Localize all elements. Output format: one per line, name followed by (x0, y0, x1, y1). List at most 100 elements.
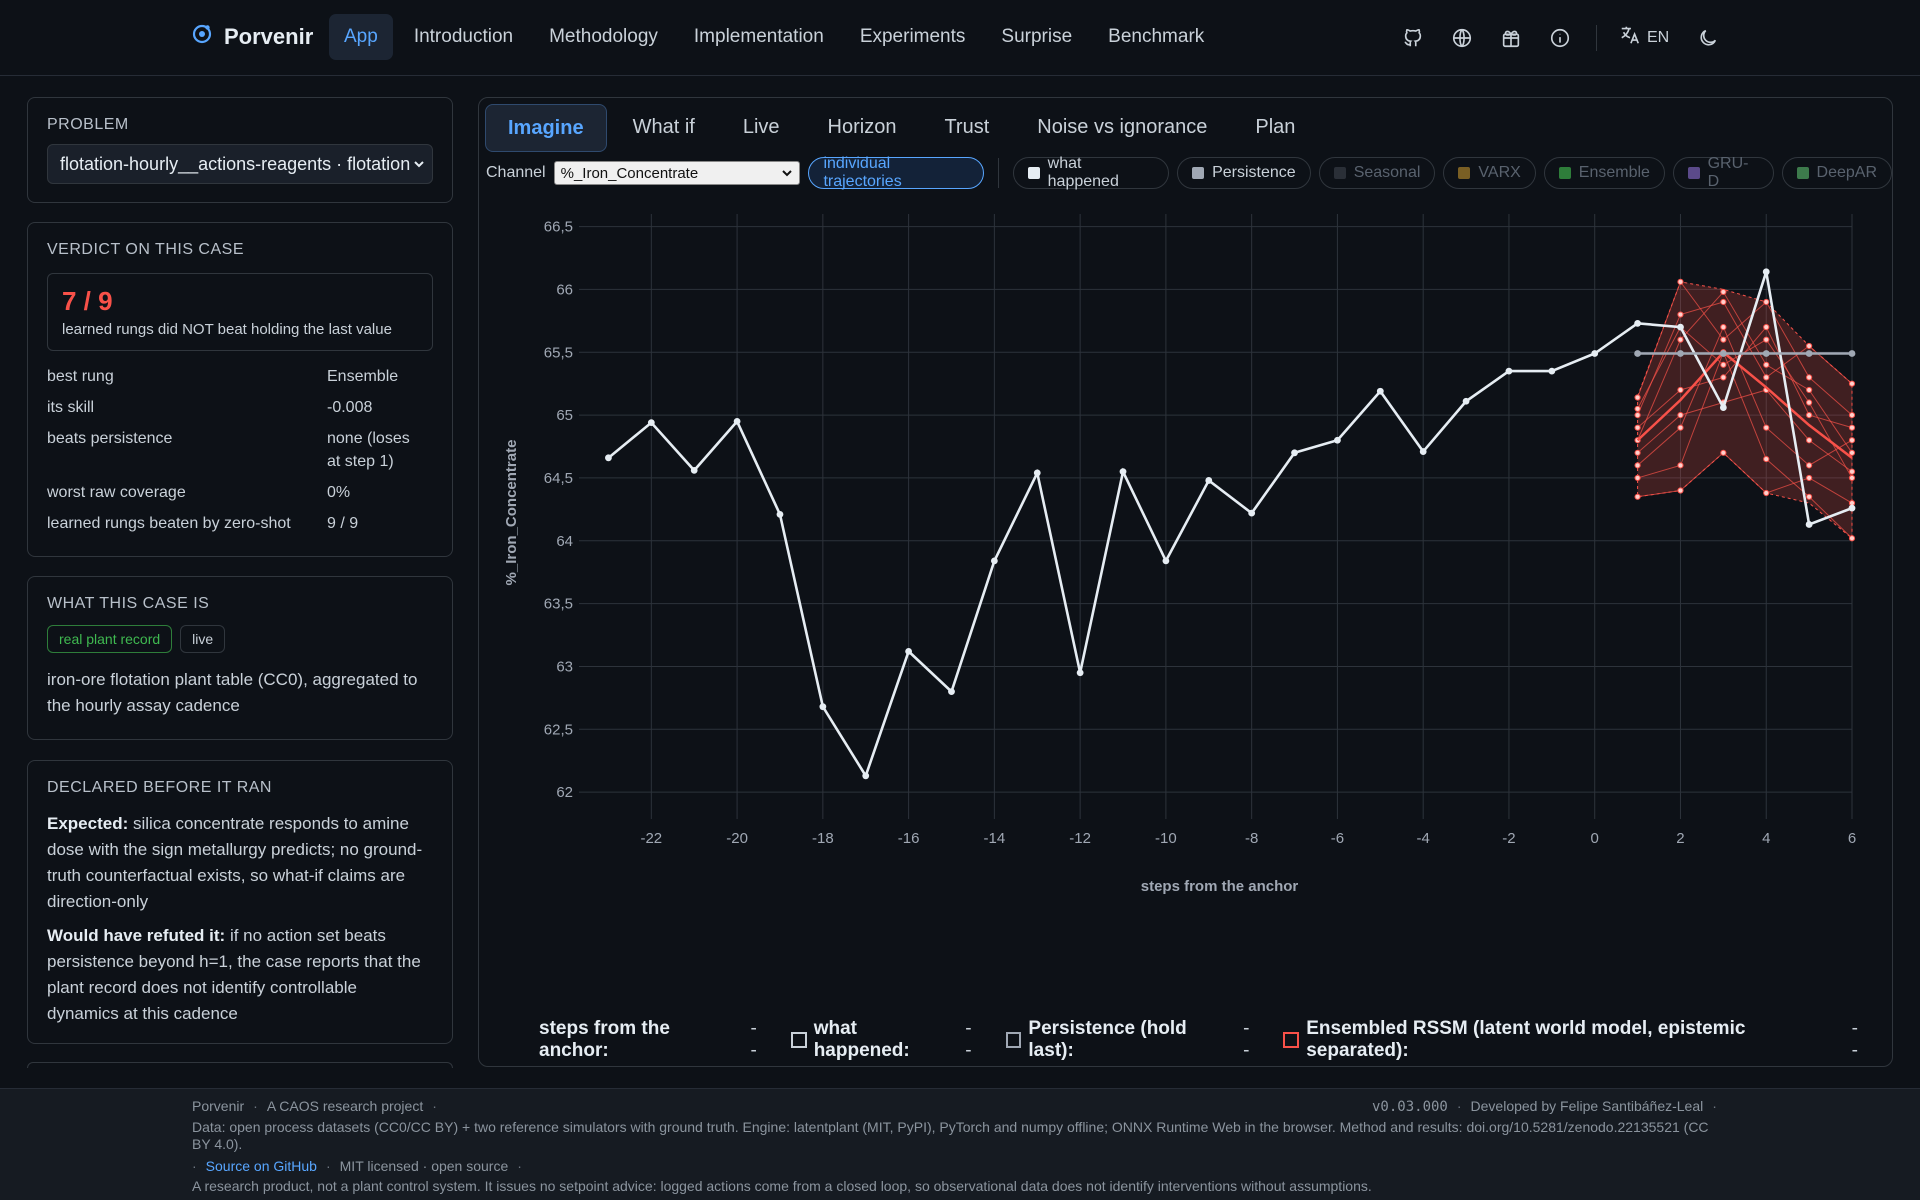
trajectory-point (1720, 288, 1727, 296)
tab-bar: Imagine What if Live Horizon Trust Noise… (485, 104, 1317, 152)
trajectory-point (1720, 374, 1727, 381)
language-label: EN (1647, 28, 1670, 46)
what-happened-point (1033, 469, 1041, 477)
tab-live[interactable]: Live (742, 116, 780, 138)
what-happened-point (1119, 468, 1127, 476)
trajectory-point (1677, 462, 1684, 469)
gift-icon[interactable] (1498, 25, 1524, 51)
stat-key: learned rungs beaten by zero-shot (47, 515, 291, 532)
legend-swatch (1027, 167, 1040, 179)
toggle-ensemble[interactable]: Ensemble (1543, 157, 1665, 189)
trajectory-point (1634, 449, 1641, 456)
x-tick-label: -14 (984, 830, 1006, 847)
what-happened-point (1677, 323, 1684, 331)
what-happened-point (647, 419, 655, 427)
readout-value: -- (1851, 1018, 1858, 1061)
toggle-seasonal[interactable]: Seasonal (1318, 157, 1436, 189)
tab-what-if[interactable]: What if (632, 116, 695, 138)
problem-heading: PROBLEM (47, 116, 129, 133)
toggle-deepar[interactable]: DeepAR (1781, 157, 1893, 189)
nav-introduction[interactable]: Introduction (413, 26, 514, 47)
x-tick-label: -4 (1417, 830, 1430, 847)
brand-name: Porvenir (224, 23, 314, 49)
declared-expected: Expected: silica concentrate responds to… (47, 811, 433, 915)
brand[interactable]: Porvenir (190, 22, 313, 51)
footer-version: v0.03.000 (1372, 1099, 1448, 1115)
tab-plan[interactable]: Plan (1255, 116, 1296, 138)
toggle-varx[interactable]: VARX (1443, 157, 1536, 189)
github-icon[interactable] (1400, 25, 1426, 51)
what-happened-point (948, 688, 955, 695)
trajectory-point (1720, 449, 1727, 456)
tab-horizon[interactable]: Horizon (827, 116, 897, 138)
channel-select[interactable]: %_Iron_Concentrate (553, 161, 801, 185)
nav-app[interactable]: App (329, 14, 393, 60)
problem-select[interactable]: flotation-hourly__actions-reagents · flo… (47, 144, 433, 184)
problem-card: PROBLEM flotation-hourly__actions-reagen… (27, 97, 453, 203)
x-tick-label: -12 (1069, 830, 1091, 847)
stat-key: worst raw coverage (47, 484, 186, 501)
verdict-summary: 7 / 9 learned rungs did NOT beat holding… (47, 273, 433, 351)
tab-imagine[interactable]: Imagine (485, 104, 607, 152)
trajectory-point (1677, 411, 1684, 419)
what-happened-point (1548, 367, 1556, 375)
trajectory-point (1720, 298, 1727, 306)
what-happened-point (1076, 669, 1084, 677)
case-card: WHAT THIS CASE IS real plant record live… (27, 576, 453, 740)
chevron-down-icon (781, 165, 793, 182)
trajectory-point (1763, 455, 1770, 463)
tab-noise-vs-ignorance[interactable]: Noise vs ignorance (1037, 116, 1208, 138)
y-tick-label: 62,5 (544, 721, 573, 738)
readout-swatch-persistence (1005, 1032, 1022, 1048)
legend-swatch (1796, 167, 1809, 179)
trajectory-point (1806, 474, 1813, 482)
individual-trajectories-toggle[interactable]: individual trajectories (808, 155, 985, 190)
trajectory-point (1848, 380, 1856, 387)
language-switch[interactable]: EN (1619, 24, 1669, 51)
readout-label: what happened: (813, 1018, 910, 1061)
x-tick-label: 4 (1762, 830, 1770, 847)
moon-icon[interactable] (1695, 25, 1721, 51)
trajectory-point (1763, 336, 1770, 343)
legend-swatch (1687, 167, 1700, 179)
nav-methodology[interactable]: Methodology (549, 26, 658, 47)
y-tick-label: 64 (556, 533, 573, 550)
refuted-text: if no action set beats persistence beyon… (47, 926, 421, 1023)
persistence-point (1677, 350, 1684, 357)
tab-trust[interactable]: Trust (944, 116, 990, 138)
what-happened-point (1248, 509, 1256, 517)
footer-license: MIT licensed · open source (339, 1158, 509, 1174)
y-tick-label: 64,5 (544, 470, 573, 487)
trajectory-point (1806, 493, 1813, 500)
trajectory-point (1677, 386, 1684, 394)
footer-brand: Porvenir (192, 1098, 245, 1114)
nav-implementation[interactable]: Implementation (693, 26, 824, 47)
trajectory-point (1806, 386, 1813, 394)
x-tick-label: 6 (1848, 830, 1856, 847)
nav-surprise[interactable]: Surprise (1001, 26, 1073, 47)
info-icon[interactable] (1547, 25, 1573, 51)
nav-experiments[interactable]: Experiments (859, 26, 966, 47)
badge-live: live (180, 625, 226, 653)
source-on-github-link[interactable]: Source on GitHub (205, 1158, 317, 1174)
ensemble-trajectory (1637, 291, 1853, 454)
toggle-gru-d[interactable]: GRU-D (1672, 155, 1774, 190)
trajectory-point (1806, 399, 1813, 406)
toggle-persistence[interactable]: Persistence (1177, 157, 1311, 189)
readout-swatch-what-happened (790, 1032, 807, 1048)
legend-swatch (1458, 167, 1471, 179)
globe-icon[interactable] (1449, 25, 1475, 51)
what-happened-point (1376, 387, 1384, 395)
case-heading: WHAT THIS CASE IS (47, 595, 210, 612)
stat-key: best rung (47, 368, 114, 385)
badge-real-plant-record: real plant record (47, 625, 173, 653)
footer-project: A CAOS research project (266, 1098, 424, 1114)
nav-benchmark[interactable]: Benchmark (1108, 26, 1205, 47)
toggle-what-happened[interactable]: what happened (1012, 155, 1170, 190)
what-happened-point (1419, 448, 1427, 455)
trajectory-point (1634, 411, 1641, 419)
verdict-stats: best rung Ensemble its skill -0.008 beat… (47, 365, 433, 535)
ensemble-trajectory (1637, 325, 1853, 466)
readout-label: Persistence (hold last): (1028, 1018, 1187, 1061)
